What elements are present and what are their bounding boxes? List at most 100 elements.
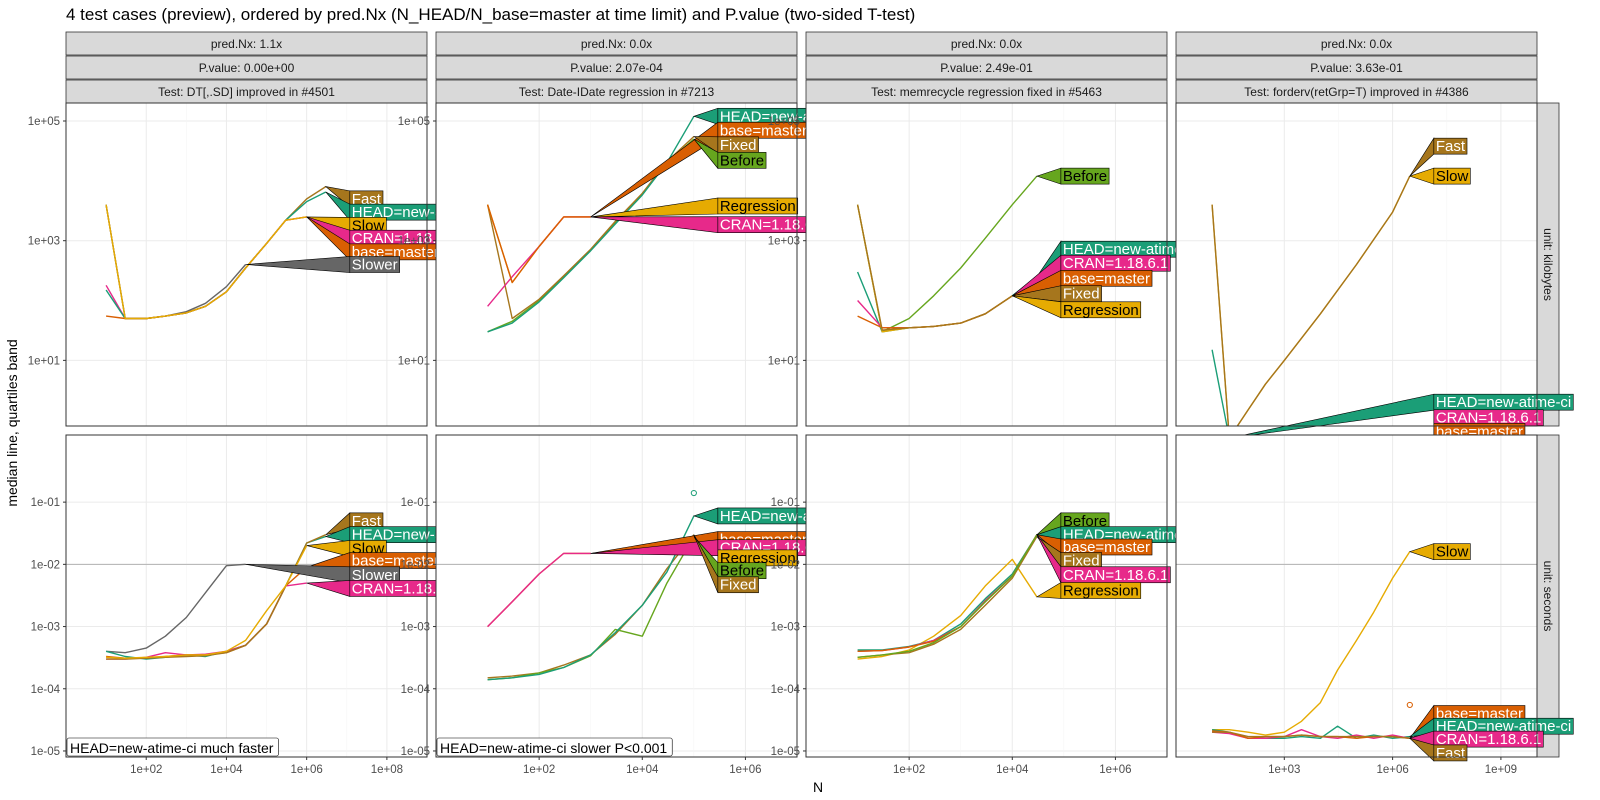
annotation-note-box [66, 737, 279, 757]
direct-labels: FastHEAD=new-atime-ciSlowbase=masterSlow… [245, 512, 490, 597]
y-tick-label: 1e-05 [771, 746, 800, 758]
series-label-slower: Slower [352, 567, 398, 584]
panel-top-2: HEAD=new-atime-cibase=masterFixedBeforeR… [398, 102, 858, 427]
facet-strip-label: pred.Nx: 0.0x [951, 37, 1022, 51]
grid-lines [1176, 103, 1537, 426]
panel-grid: unit: kilobytes unit: seconds pred.Nx: 1.1… [28, 31, 1574, 776]
series-label-regression: Regression [1063, 302, 1139, 319]
y-tick-label: 1e-02 [31, 559, 60, 571]
y-tick-label: 1e-03 [31, 622, 60, 634]
x-tick-label: 1e+04 [626, 764, 659, 776]
facet-strip [435, 31, 798, 56]
facet-strip [805, 55, 1168, 80]
series-line-slow [106, 545, 308, 659]
series-line-slower [106, 563, 246, 654]
series-group [105, 534, 327, 660]
y-tick-label: 1e+03 [768, 236, 800, 248]
label-box-fast [1433, 137, 1468, 155]
x-tick-label: 1e+06 [291, 764, 323, 776]
grid-lines [806, 435, 1167, 757]
series-label-base-master: base=master [1063, 270, 1150, 287]
series-line-fast [1212, 731, 1410, 739]
facet-strip-label: pred.Nx: 0.0x [1321, 37, 1392, 51]
panel-bottom-2: HEAD=new-atime-cibase=masterCRAN=1.18.6.… [401, 434, 858, 776]
panel-border [1175, 102, 1538, 427]
x-tick-label: 1e+06 [729, 764, 761, 776]
label-box-base-master [1060, 270, 1153, 287]
facet-strip-label: P.value: 2.07e-04 [570, 61, 663, 75]
series-label-regression: Regression [720, 198, 796, 215]
direct-labels: Before HEAD=new-atime-ciCRAN=1.18.6.1base… [1012, 167, 1201, 319]
series-label-base-master: base=master [1063, 539, 1150, 556]
y-tick-label: 1e-01 [31, 497, 60, 509]
series-line-slow [1212, 551, 1411, 736]
y-tick-label: 1e+01 [768, 355, 800, 367]
series-group [857, 534, 1038, 660]
x-tick-label: 1e+04 [996, 764, 1029, 776]
facet-strip-label: Test: memrecycle regression fixed in #54… [871, 85, 1102, 99]
facet-strip-label: Test: Date-IDate regression in #7213 [519, 85, 715, 99]
direct-labels: HEAD=new-atime-cibase=masterFixedBeforeR… [590, 107, 858, 234]
series-label-base-master: base=master [352, 553, 439, 570]
series-label-fast: Fast [352, 191, 382, 208]
x-tick-label: 1e+03 [1268, 764, 1300, 776]
facet-strip [65, 55, 428, 80]
y-tick-label: 1e-02 [401, 559, 430, 571]
panel-bottom-4: Slowbase=masterHEAD=new-atime-ciCRAN=1.1… [1175, 434, 1574, 776]
x-axis-title: N [813, 779, 823, 795]
series-label-fast: Fast [352, 513, 382, 530]
x-tick-label: 1e+08 [371, 764, 403, 776]
series-label-slow: Slow [1436, 168, 1469, 185]
series-label-before: Before [1063, 168, 1107, 185]
series-label-regression: Regression [1063, 582, 1139, 599]
panel-border [435, 102, 798, 427]
series-label-cran-1-18-6-1: CRAN=1.18.6.1 [1063, 567, 1168, 584]
series-label-fixed: Fixed [720, 137, 757, 154]
series-label-before: Before [1063, 513, 1107, 530]
y-tick-label: 1e+05 [398, 116, 430, 128]
panel-bottom-3: BeforeHEAD=new-atime-cibase=masterFixedC… [771, 434, 1201, 776]
panel-border [805, 102, 1168, 427]
y-tick-label: 1e-04 [31, 684, 61, 696]
x-tick-label: 1e+04 [210, 764, 243, 776]
series-label-cran-1-18-6-1: CRAN=1.18.6.1 [352, 580, 457, 597]
annotation-note: HEAD=new-atime-ci slower P<0.001 [440, 740, 667, 756]
y-tick-label: 1e-01 [401, 497, 430, 509]
annotation-note: HEAD=new-atime-ci much faster [70, 740, 274, 756]
series-line-fast [1211, 175, 1411, 426]
label-box-regression [717, 197, 799, 215]
panel-bottom-1: FastHEAD=new-atime-ciSlowbase=masterSlow… [31, 434, 490, 776]
panel-top-3: Before HEAD=new-atime-ciCRAN=1.18.6.1base… [768, 102, 1201, 427]
series-line-cran-1-18-6-1 [487, 552, 591, 628]
y-tick-label: 1e+01 [398, 355, 430, 367]
series-label-base-master: base=master [720, 122, 807, 139]
row-strip-label: unit: kilobytes [1541, 228, 1555, 301]
series-label-cran-1-18-6-1: CRAN=1.18.6.1 [352, 230, 457, 247]
y-tick-label: 1e+05 [768, 116, 800, 128]
x-tick-label: 1e+06 [1376, 764, 1408, 776]
label-box-slower [349, 256, 400, 273]
series-group [1211, 175, 1411, 426]
label-box-regression [1060, 301, 1142, 319]
y-tick-label: 1e-03 [771, 622, 800, 634]
y-axis-title: median line, quartiles band [4, 339, 20, 506]
y-tick-label: 1e+01 [28, 355, 60, 367]
x-tick-label: 1e+02 [523, 764, 555, 776]
series-label-before: Before [720, 152, 764, 169]
outlier-point-base-master [1406, 701, 1413, 709]
series-line-before [857, 534, 1038, 658]
series-label-fixed: Fixed [720, 577, 757, 594]
facet-strip [1175, 55, 1538, 80]
panel-background [1176, 435, 1537, 757]
series-label-head-new-atime-ci: HEAD=new-atime-ci [1063, 241, 1198, 258]
facet-strip-label: pred.Nx: 1.1x [211, 37, 282, 51]
label-box-before [1060, 167, 1110, 185]
facet-strip [435, 55, 798, 80]
facet-strip-label: P.value: 3.63e-01 [1310, 61, 1403, 75]
panel-border [805, 434, 1168, 758]
label-box-slow [1433, 167, 1471, 185]
series-label-fast: Fast [1436, 138, 1466, 155]
x-tick-label: 1e+02 [130, 764, 162, 776]
facet-strip [65, 31, 428, 56]
